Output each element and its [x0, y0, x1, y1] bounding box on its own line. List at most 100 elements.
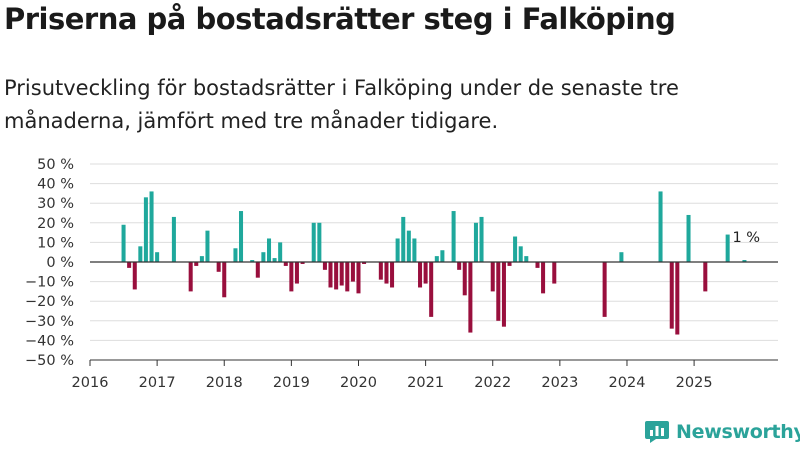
bar: [272, 258, 277, 262]
bar: [384, 262, 389, 284]
bar: [507, 262, 512, 266]
bar: [205, 230, 210, 262]
bar: [602, 262, 607, 317]
bar: [121, 224, 126, 262]
bar: [194, 262, 199, 266]
bar: [300, 262, 305, 264]
y-tick-label: −40 %: [25, 333, 74, 349]
bar: [412, 238, 417, 262]
bar: [222, 262, 227, 298]
bar: [199, 256, 204, 262]
bar: [216, 262, 221, 272]
y-tick-label: −50 %: [25, 353, 74, 369]
bar: [171, 216, 176, 262]
bar: [378, 262, 383, 280]
bar: [261, 252, 266, 262]
bar: [255, 262, 260, 278]
y-axis-tick-labels: −50 % −40 % −30 % −20 % −10 % 0 % 10 % 20 % 30 %…: [25, 157, 74, 369]
bar: [395, 238, 400, 262]
bar: [541, 262, 546, 294]
bar: [675, 262, 680, 335]
bar: [440, 250, 445, 262]
brand-name: Newsworthy: [676, 421, 800, 443]
y-tick-label: 10 %: [37, 235, 74, 251]
bar: [356, 262, 361, 294]
bar: [283, 262, 288, 266]
bar: [294, 262, 299, 284]
bar: [289, 262, 294, 292]
bar: [490, 262, 495, 292]
bar: [239, 211, 244, 262]
x-tick-label: 2025: [676, 375, 713, 391]
chart-title: Priserna på bostadsrätter steg i Falköpi…: [4, 2, 676, 36]
bar: [524, 256, 529, 262]
bar: [686, 214, 691, 262]
x-tick-label: 2017: [139, 375, 176, 391]
newsworthy-logo-icon: [645, 421, 669, 443]
x-tick-label: 2019: [273, 375, 310, 391]
bar: [267, 238, 272, 262]
chart-subtitle: Prisutveckling för bostadsrätter i Falkö…: [4, 76, 679, 133]
bar: [658, 191, 663, 262]
y-tick-label: 0 %: [46, 255, 74, 271]
bar: [457, 262, 462, 270]
y-tick-label: 40 %: [37, 177, 74, 193]
bar: [401, 216, 406, 262]
bar: [496, 262, 501, 321]
bar: [742, 260, 747, 262]
bar: [518, 246, 523, 262]
bar: [451, 211, 456, 262]
bar: [278, 242, 283, 262]
bar: [311, 222, 316, 262]
bar: [535, 262, 540, 268]
y-tick-label: −10 %: [25, 275, 74, 291]
x-tick-label: 2016: [72, 375, 109, 391]
y-tick-label: 30 %: [37, 196, 74, 212]
bar: [501, 262, 506, 327]
bar: [155, 252, 160, 262]
x-tick-label: 2018: [206, 375, 243, 391]
x-tick-label: 2024: [609, 375, 646, 391]
bar: [127, 262, 132, 268]
y-tick-label: −30 %: [25, 314, 74, 330]
bar: [334, 262, 339, 290]
bar: [317, 222, 322, 262]
bar: [429, 262, 434, 317]
bar: [669, 262, 674, 329]
gridlines: [90, 163, 778, 361]
bar: [725, 234, 730, 262]
bar: [418, 262, 423, 288]
y-tick-label: 50 %: [37, 157, 74, 173]
bar: [328, 262, 333, 288]
bar: [619, 252, 624, 262]
bar: [250, 260, 255, 262]
bar: [132, 262, 137, 290]
x-axis-ticks: 2016 2017 2018 2019 2020 2021 2022 2023 2024 2025: [72, 360, 713, 391]
x-tick-label: 2023: [541, 375, 578, 391]
bar: [143, 197, 148, 262]
x-tick-label: 2020: [340, 375, 377, 391]
bar: [703, 262, 708, 292]
y-tick-label: −20 %: [25, 294, 74, 310]
bar: [188, 262, 193, 292]
bar: [362, 262, 367, 264]
bar: [513, 236, 518, 262]
bar: [345, 262, 350, 292]
y-tick-label: 20 %: [37, 216, 74, 232]
bar-series: [121, 191, 747, 335]
bar: [350, 262, 355, 282]
newsworthy-brand: Newsworthy: [644, 420, 800, 444]
bar: [462, 262, 467, 296]
bar: [406, 230, 411, 262]
x-tick-label: 2021: [407, 375, 444, 391]
bar: [423, 262, 428, 284]
bar: [149, 191, 154, 262]
bar: [233, 248, 238, 262]
bar: [390, 262, 395, 288]
bar: [339, 262, 344, 286]
last-value-annotation: 1 %: [732, 230, 760, 246]
bar: [552, 262, 557, 284]
bar: [468, 262, 473, 333]
bar: [479, 216, 484, 262]
